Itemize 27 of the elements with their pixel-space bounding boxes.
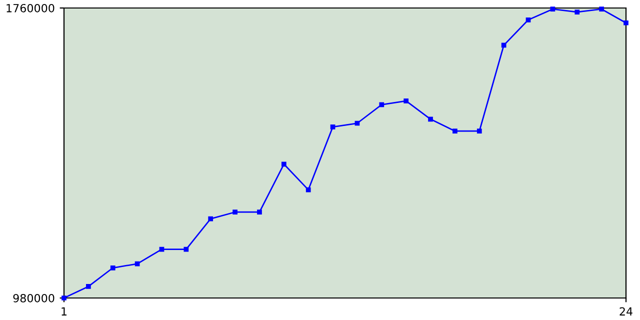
point bbox=[624, 20, 628, 26]
x-tick-label: 1 bbox=[62, 307, 67, 316]
point bbox=[208, 216, 214, 222]
point bbox=[526, 17, 531, 22]
point bbox=[550, 6, 556, 12]
point bbox=[404, 98, 409, 104]
point bbox=[86, 284, 91, 289]
point bbox=[257, 210, 262, 215]
point bbox=[574, 10, 580, 15]
point bbox=[330, 124, 336, 130]
point bbox=[232, 210, 238, 215]
point bbox=[134, 261, 140, 266]
x-tick-label: 24 bbox=[620, 307, 632, 316]
point bbox=[428, 116, 433, 122]
point bbox=[354, 120, 360, 126]
point bbox=[379, 102, 384, 108]
point bbox=[184, 246, 189, 252]
point bbox=[306, 187, 311, 192]
point bbox=[476, 128, 482, 134]
point bbox=[599, 6, 604, 12]
y-tick-label: 980000 bbox=[13, 294, 54, 302]
y-tick-label: 1760000 bbox=[6, 4, 54, 12]
point bbox=[110, 265, 116, 270]
point bbox=[501, 42, 506, 48]
point bbox=[159, 246, 164, 252]
point bbox=[281, 162, 286, 167]
point bbox=[452, 128, 458, 134]
